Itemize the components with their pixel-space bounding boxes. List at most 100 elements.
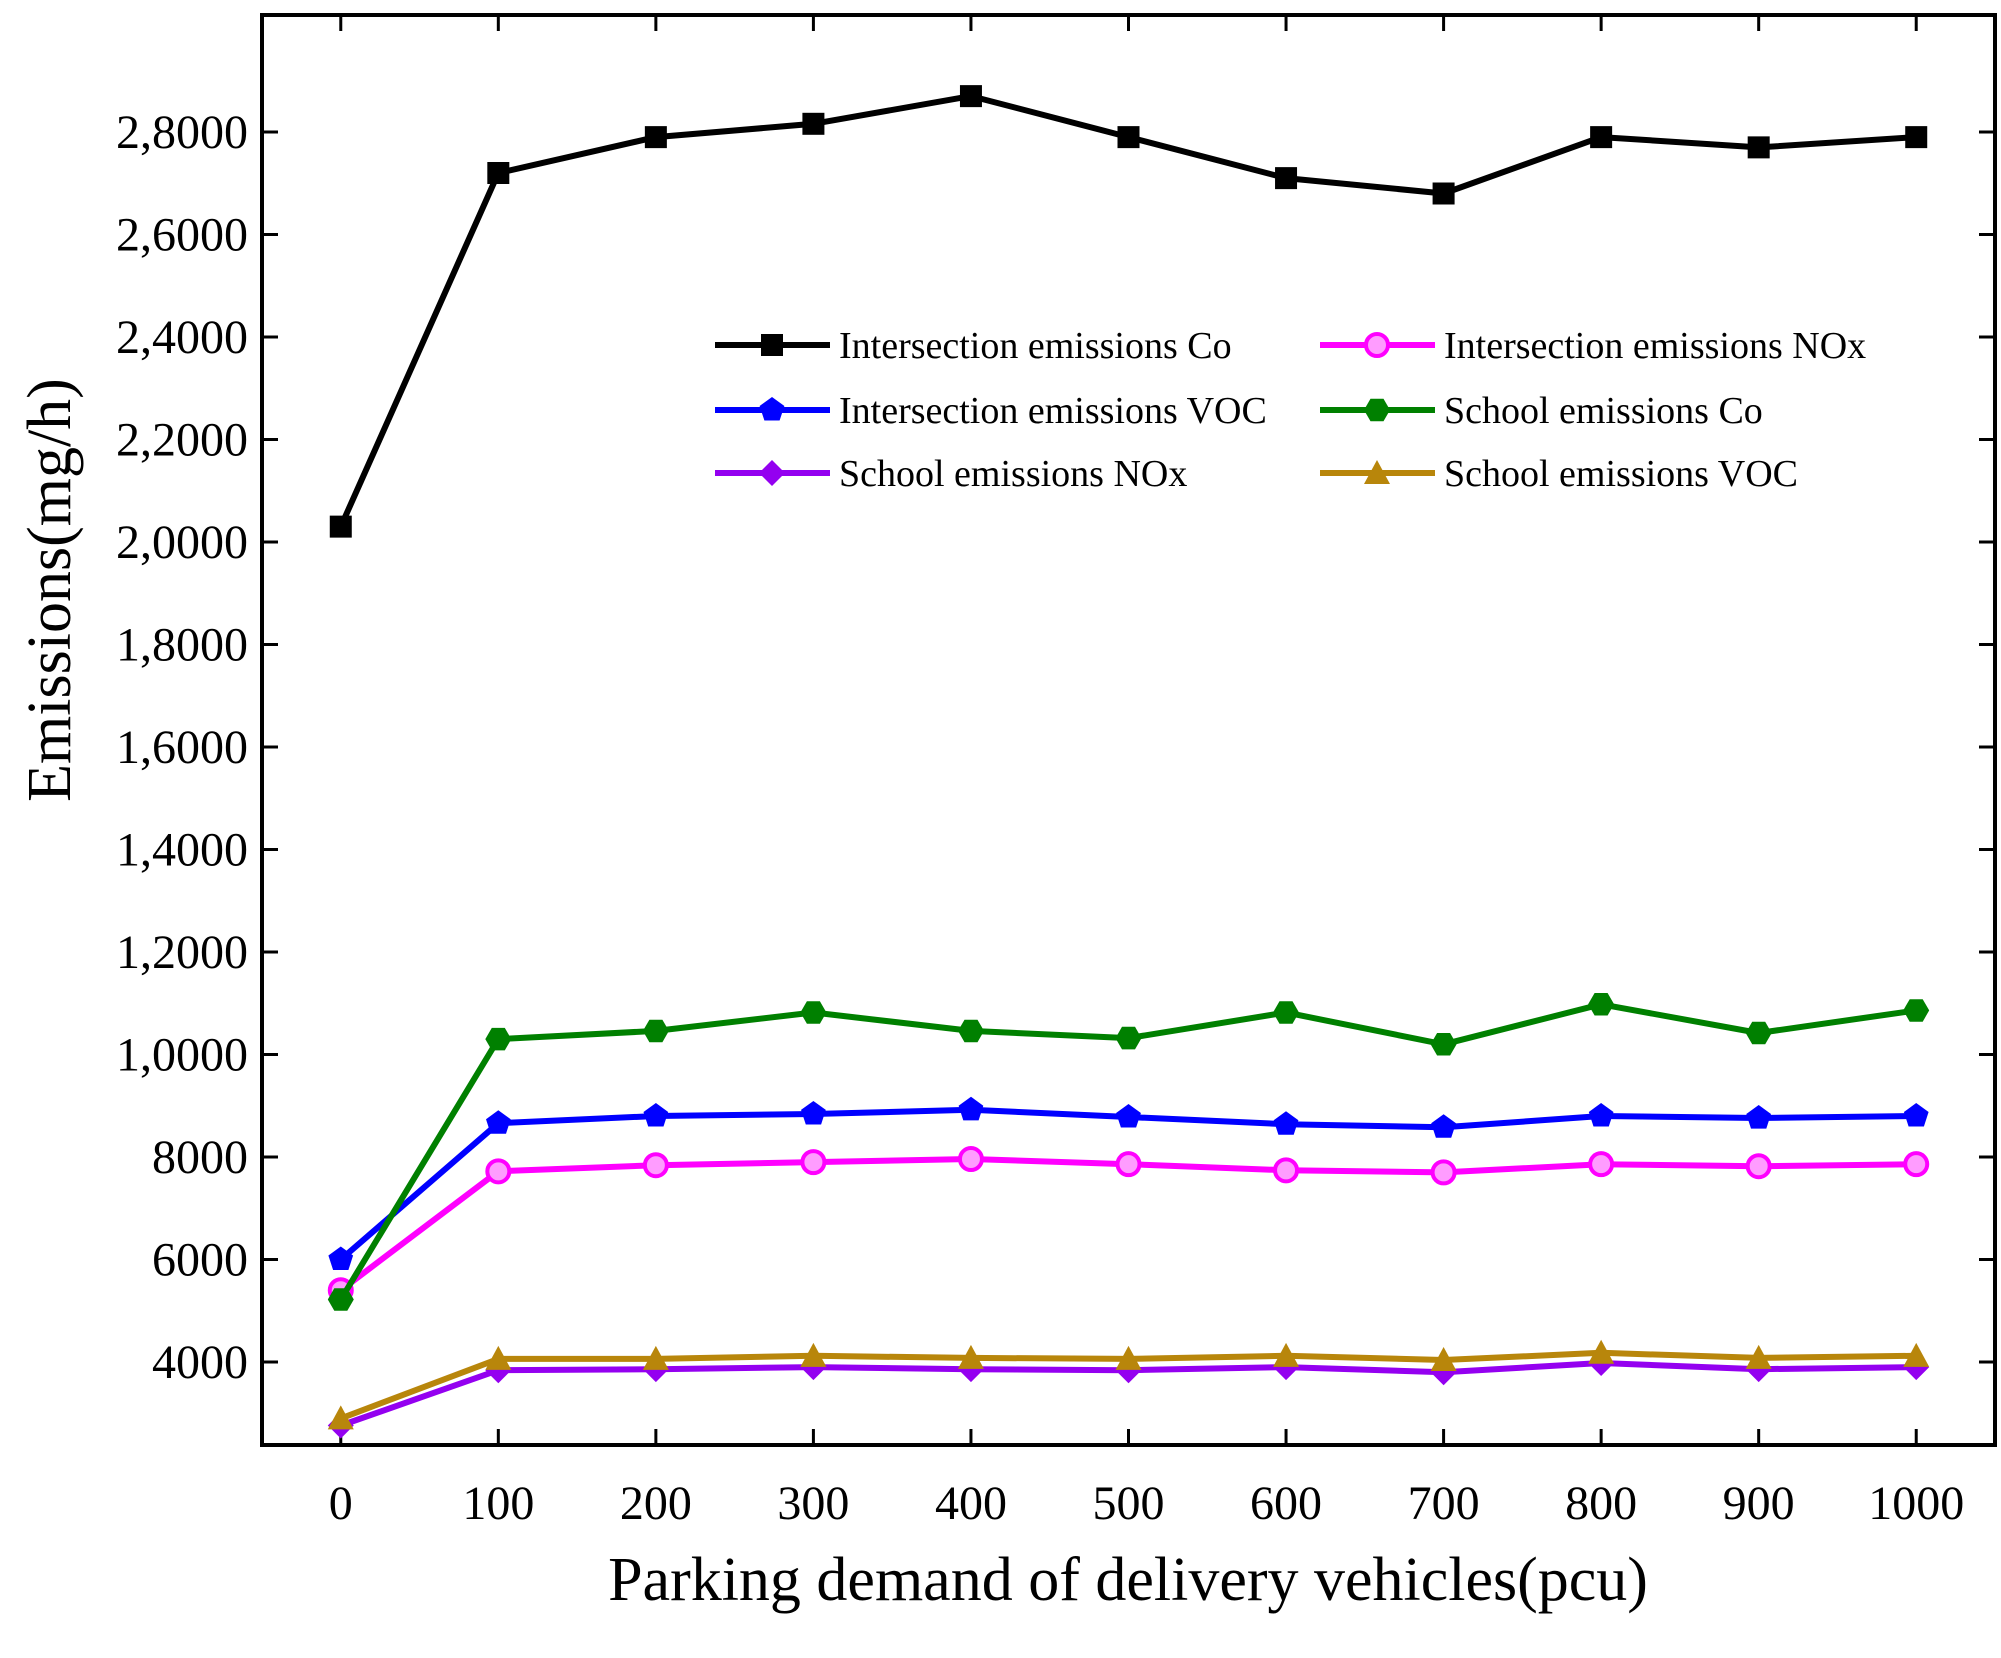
data-point	[1115, 1151, 1142, 1178]
data-point	[487, 162, 510, 184]
legend-marker	[1364, 460, 1390, 484]
y-tick-label: 1,2000	[116, 926, 248, 979]
data-point	[644, 126, 667, 149]
legend-item: School emissions VOC	[1320, 453, 1798, 495]
data-point	[1903, 1103, 1929, 1127]
series-1	[327, 1146, 1930, 1304]
data-point	[1275, 167, 1298, 190]
y-tick-label: 1,4000	[116, 824, 248, 877]
data-point	[1273, 1001, 1299, 1024]
data-point	[1745, 1344, 1772, 1369]
data-point	[1590, 126, 1613, 149]
data-point	[1745, 1021, 1772, 1045]
series-3	[327, 993, 1930, 1311]
data-point	[801, 1101, 826, 1125]
chart-legend: Intersection emissions Co Intersection em…	[715, 325, 1866, 495]
y-tick-label: 1,0000	[116, 1029, 248, 1082]
data-point	[327, 1288, 354, 1311]
y-tick-label: 2,6000	[116, 209, 248, 262]
data-point	[958, 1096, 984, 1121]
data-point	[642, 1019, 669, 1043]
data-point	[1745, 1153, 1772, 1180]
x-tick-label: 500	[1093, 1477, 1165, 1530]
data-point	[1905, 126, 1928, 149]
data-point	[958, 1019, 984, 1043]
data-point	[1430, 1159, 1457, 1186]
data-point	[486, 1110, 511, 1134]
data-point	[643, 1103, 669, 1127]
data-point	[800, 1342, 827, 1367]
data-point	[1903, 1151, 1930, 1178]
x-tick-label: 100	[462, 1477, 534, 1530]
legend-label: Intersection emissions VOC	[839, 390, 1267, 432]
x-axis-ticks: 0 100 200 300 400 500 600 700 800 900 1000	[329, 15, 1964, 1530]
legend-marker	[1364, 398, 1390, 422]
x-tick-label: 200	[620, 1477, 692, 1530]
series-2	[328, 1096, 1929, 1270]
data-point	[485, 1158, 512, 1185]
legend-item: School emissions NOx	[715, 453, 1187, 495]
data-point	[1588, 1103, 1614, 1127]
data-point	[1746, 1105, 1771, 1129]
data-point	[485, 1345, 512, 1370]
series-5	[327, 1339, 1930, 1430]
data-point	[1430, 1033, 1457, 1056]
data-point	[1115, 1026, 1142, 1050]
data-point	[957, 1344, 984, 1369]
data-point	[1747, 136, 1770, 159]
legend-label: Intersection emissions Co	[839, 325, 1232, 367]
legend-marker	[761, 334, 783, 356]
y-tick-label: 2,0000	[116, 516, 248, 569]
data-point	[1903, 1342, 1930, 1367]
legend-marker	[759, 460, 785, 486]
data-point	[642, 1152, 669, 1179]
y-tick-label: 2,8000	[116, 106, 248, 159]
data-point	[642, 1345, 669, 1370]
data-point	[1273, 1157, 1300, 1184]
legend-label: School emissions VOC	[1444, 453, 1798, 495]
data-point	[328, 1246, 354, 1270]
legend-item: Intersection emissions NOx	[1320, 325, 1866, 367]
legend-label: School emissions Co	[1444, 390, 1763, 432]
x-tick-label: 400	[935, 1477, 1007, 1530]
y-axis-ticks: 4000 6000 8000 1,0000 1,2000 1,4000 1,6000 1,80…	[116, 106, 1995, 1389]
data-point	[1903, 999, 1930, 1022]
data-point	[1117, 126, 1140, 149]
y-tick-label: 1,8000	[116, 619, 248, 672]
data-point	[1588, 1151, 1615, 1178]
data-point	[1273, 1342, 1300, 1367]
y-tick-label: 6000	[152, 1234, 248, 1287]
y-axis-title: Emissions(mg/h)	[16, 378, 84, 802]
data-point	[802, 112, 825, 135]
y-tick-label: 8000	[152, 1131, 248, 1184]
data-point	[1432, 182, 1455, 205]
data-point	[327, 1405, 354, 1430]
y-tick-label: 4000	[152, 1336, 248, 1389]
legend-item: School emissions Co	[1320, 390, 1763, 432]
data-point	[1430, 1346, 1457, 1371]
x-tick-label: 300	[777, 1477, 849, 1530]
data-point	[485, 1027, 512, 1051]
y-tick-label: 2,2000	[116, 414, 248, 467]
legend-marker	[1364, 332, 1390, 358]
data-point	[957, 1146, 984, 1173]
series-layer	[327, 85, 1930, 1439]
x-tick-label: 900	[1723, 1477, 1795, 1530]
x-tick-label: 700	[1408, 1477, 1480, 1530]
x-tick-label: 1000	[1868, 1477, 1964, 1530]
data-point	[329, 515, 352, 538]
data-point	[1588, 993, 1615, 1016]
legend-marker	[759, 397, 785, 421]
data-point	[1116, 1104, 1141, 1128]
legend-label: School emissions NOx	[839, 453, 1187, 495]
legend-item: Intersection emissions Co	[715, 325, 1232, 367]
series-0	[329, 85, 1928, 538]
x-tick-label: 0	[329, 1477, 353, 1530]
data-point	[1431, 1114, 1456, 1138]
x-tick-label: 600	[1250, 1477, 1322, 1530]
legend-item: Intersection emissions VOC	[715, 390, 1267, 432]
x-axis-title: Parking demand of delivery vehicles(pcu)	[608, 1546, 1648, 1614]
data-point	[800, 1149, 827, 1176]
data-point	[1588, 1339, 1615, 1364]
